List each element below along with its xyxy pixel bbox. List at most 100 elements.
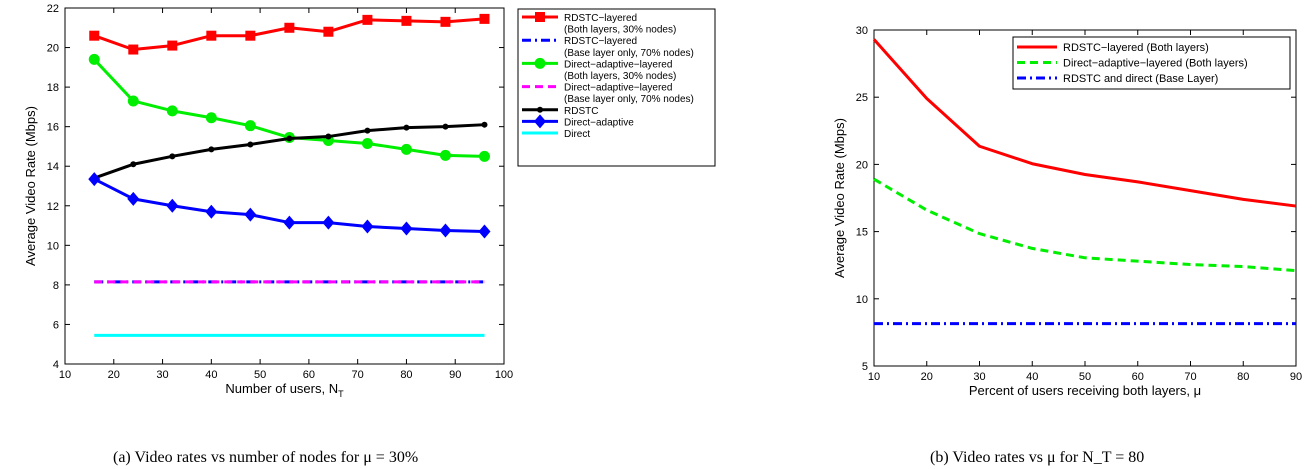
chart-b-series-0-line <box>872 38 1297 208</box>
chart-a-series-0-point <box>89 30 100 41</box>
chart-b-x-tick-label: 50 <box>1079 371 1091 383</box>
chart-a-y-tick-label: 18 <box>47 82 59 94</box>
chart-b-y-tick-label: 25 <box>856 92 868 104</box>
chart-a-series-2-point <box>244 120 256 132</box>
chart-a-legend-label-5: Direct−adaptive <box>564 117 634 128</box>
chart-a-x-tick-label: 100 <box>495 369 513 381</box>
chart-a-series-0-point <box>323 26 334 37</box>
chart-a-legend-label-1: RDSTC−layered <box>564 36 637 47</box>
chart-a-series-4-point <box>481 121 488 128</box>
chart-a-legend-label-0: RDSTC−layered <box>564 13 637 24</box>
chart-a-series-2-point <box>205 112 217 124</box>
chart-a-series-0-point <box>206 30 217 41</box>
chart-a-y-tick-label: 20 <box>47 43 59 55</box>
chart-b-y-tick-label: 10 <box>856 294 868 306</box>
chart-a-series-5-point <box>478 224 491 239</box>
chart-b-y-axis-label: Average Video Rate (Mbps) <box>832 118 847 278</box>
chart-a-series-5-point <box>166 198 179 213</box>
chart-a-series-0-point <box>401 15 412 26</box>
chart-a-x-tick-label: 70 <box>352 369 364 381</box>
caption-b: (b) Video rates vs μ for N_T = 80 <box>930 449 1144 466</box>
chart-b-x-tick-label: 20 <box>921 371 933 383</box>
chart-a-y-tick-label: 12 <box>47 201 59 213</box>
chart-a-y-tick-label: 6 <box>53 319 59 331</box>
chart-b-x-tick-label: 70 <box>1184 371 1196 383</box>
chart-a-series-5-point <box>88 172 101 187</box>
chart-a-series-5-point <box>244 207 257 222</box>
chart-a-series-0-point <box>245 30 256 41</box>
chart-a-x-tick-label: 40 <box>205 369 217 381</box>
chart-b-y-tick-label: 30 <box>856 25 868 37</box>
chart-a-series-4-point <box>403 124 410 131</box>
chart-a-series-4-point <box>247 141 254 148</box>
chart-a-series-2-point <box>361 137 373 149</box>
chart-a-series-4-point <box>442 123 449 130</box>
chart-a-series-5-point <box>439 223 452 238</box>
chart-a-series-4-point <box>208 146 215 153</box>
chart-a-series-4-point <box>130 161 137 168</box>
chart-a-x-tick-label: 90 <box>449 369 461 381</box>
chart-a-series-4-point <box>286 135 293 142</box>
chart-a-series-2-point <box>478 150 490 162</box>
chart-a-series-0-point <box>440 16 451 27</box>
chart-a-series-0-point <box>284 22 295 33</box>
chart-a-legend-label-2: (Both layers, 30% nodes) <box>564 71 676 82</box>
chart-a-x-axis-label: Number of users, NT <box>225 381 344 399</box>
chart-a-legend-label-4: RDSTC <box>564 106 598 117</box>
chart-b-x-axis-label: Percent of users receiving both layers, … <box>969 383 1201 398</box>
chart-a-legend-marker-4 <box>537 106 543 113</box>
chart-a-y-tick-label: 4 <box>53 359 59 371</box>
chart-a-legend-label-2: Direct−adaptive−layered <box>564 59 672 70</box>
chart-a-series-2-point <box>88 53 100 65</box>
chart-b-x-tick-label: 10 <box>868 371 880 383</box>
chart-a-series-2-point <box>166 105 178 117</box>
chart-b-x-tick-label: 60 <box>1132 371 1144 383</box>
chart-a-series-0-point <box>128 44 139 55</box>
chart-a-series-0-point <box>167 40 178 51</box>
chart-b-x-tick-label: 30 <box>973 371 985 383</box>
chart-a-x-tick-label: 80 <box>400 369 412 381</box>
chart-a-legend-marker-0 <box>535 12 545 22</box>
chart-b-legend-label-2: RDSTC and direct (Base Layer) <box>1063 73 1218 85</box>
chart-a-series-5-point <box>283 215 296 230</box>
chart-a-legend-label-3: (Base layer only, 70% nodes) <box>564 94 694 105</box>
chart-b-x-tick-label: 40 <box>1026 371 1038 383</box>
chart-a-y-tick-label: 10 <box>47 240 59 252</box>
chart-a-series-0-point <box>362 14 373 25</box>
chart-a-series-5-point <box>127 191 140 206</box>
chart-a-x-tick-label: 10 <box>59 369 71 381</box>
chart-b-x-tick-label: 80 <box>1237 371 1249 383</box>
chart-a-legend-label-3: Direct−adaptive−layered <box>564 83 672 94</box>
chart-a-series-2-point <box>127 95 139 107</box>
chart-a-y-axis-label: Average Video Rate (Mbps) <box>23 106 38 266</box>
chart-a-legend-marker-2 <box>534 57 546 69</box>
chart-a-series-4-point <box>364 127 371 134</box>
chart-a-series-5-point <box>322 215 335 230</box>
chart-a-series-4-point <box>325 133 332 140</box>
chart-b-legend-label-0: RDSTC−layered (Both layers) <box>1063 42 1209 54</box>
chart-a-legend-label-0: (Both layers, 30% nodes) <box>564 25 676 36</box>
chart-a-series-5-point <box>400 221 413 236</box>
chart-b-legend-label-1: Direct−adaptive−layered (Both layers) <box>1063 58 1248 70</box>
chart-a-legend-label-6: Direct <box>564 129 590 140</box>
chart-a-legend-label-1: (Base layer only, 70% nodes) <box>564 48 694 59</box>
chart-b-y-tick-label: 15 <box>856 227 868 239</box>
chart-a-x-tick-label: 50 <box>254 369 266 381</box>
chart-a-x-tick-label: 60 <box>303 369 315 381</box>
chart-b-series-1-line <box>873 177 1297 273</box>
caption-a: (a) Video rates vs number of nodes for μ… <box>113 449 418 466</box>
chart-a-y-tick-label: 14 <box>47 161 59 173</box>
chart-a-series-0-point <box>479 13 490 24</box>
chart-a-series-2-point <box>439 149 451 161</box>
chart-a-plot-frame <box>64 7 505 365</box>
chart-a-series-4-point <box>169 153 176 160</box>
chart-a: 10 20 30 40 50 60 70 80 90 100 4 6 8 10 12 14 16 18 20 22 Nu… <box>23 3 716 399</box>
chart-b-legend-box <box>1012 36 1291 90</box>
chart-a-legend-marker-5 <box>534 114 546 129</box>
chart-a-series-2-point <box>400 143 412 155</box>
chart-b-x-tick-label: 90 <box>1290 371 1302 383</box>
chart-a-y-tick-label: 22 <box>47 3 59 15</box>
chart-a-x-tick-label: 30 <box>156 369 168 381</box>
